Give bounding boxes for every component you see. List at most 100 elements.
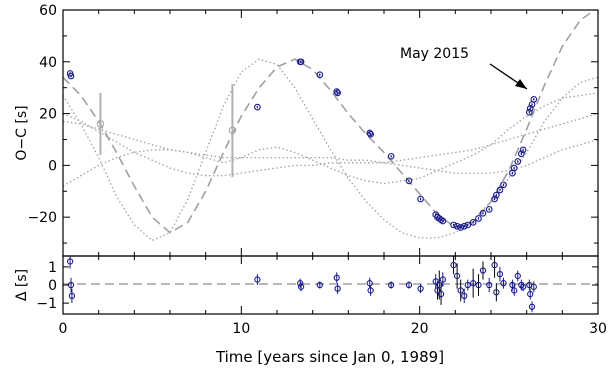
bottom-panel-frame <box>62 255 599 315</box>
residual-point <box>475 281 482 289</box>
timing-point-center <box>463 225 465 227</box>
bottom-y-axis-label: Δ [s] <box>14 269 30 301</box>
timing-point-center <box>408 180 410 182</box>
y-tick-label: −1 <box>36 296 57 312</box>
timing-point-center <box>533 98 535 101</box>
timing-point-center <box>520 153 523 155</box>
residual-point <box>366 280 373 287</box>
timing-point <box>491 195 498 203</box>
residual-point <box>464 281 471 289</box>
timing-point-center <box>369 133 372 135</box>
residual-point <box>66 258 74 265</box>
y-tick-label: −20 <box>27 210 57 226</box>
model-curve-5 <box>63 120 598 174</box>
residual-point <box>316 281 323 289</box>
timing-point <box>496 186 504 194</box>
residual-point <box>528 303 536 310</box>
timing-point-center <box>442 220 444 222</box>
timing-point <box>450 221 457 229</box>
timing-point <box>254 103 261 111</box>
residual-point <box>479 267 487 274</box>
residual-error-bars <box>69 256 535 313</box>
x-tick-label: 10 <box>232 321 250 337</box>
residual-point <box>453 272 461 280</box>
residual-point <box>514 272 521 280</box>
timing-point <box>67 72 75 80</box>
timing-point-center <box>256 106 259 108</box>
annotation-arrowhead <box>515 79 527 89</box>
timing-point <box>457 224 465 231</box>
residual-point <box>509 281 516 289</box>
residual-point <box>496 270 504 278</box>
y-tick-label: 20 <box>39 107 57 123</box>
top-x-ticks <box>62 10 599 256</box>
timing-point-center <box>482 212 484 214</box>
timing-point <box>514 158 522 165</box>
residual-point <box>334 285 341 292</box>
timing-point <box>469 218 477 226</box>
y-tick-label: 0 <box>48 158 57 174</box>
timing-point <box>387 152 395 160</box>
residual-point <box>387 281 395 289</box>
timing-point-center <box>528 111 531 113</box>
timing-point-center <box>529 107 531 110</box>
timing-point <box>334 89 341 97</box>
timing-point <box>417 195 424 203</box>
model-curve-3 <box>63 112 598 177</box>
residual-point <box>457 287 464 294</box>
timing-point <box>460 222 468 230</box>
residual-point <box>511 287 518 294</box>
residual-point <box>518 281 525 289</box>
residual-point <box>519 283 527 290</box>
timing-point-center <box>517 160 519 163</box>
timing-point <box>485 206 493 213</box>
top-y-axis: −20 0 20 40 60 <box>27 3 598 244</box>
timing-point-center <box>459 226 462 229</box>
timing-point <box>439 217 447 225</box>
archival-point <box>228 126 237 135</box>
timing-point <box>525 108 533 116</box>
y-tick-label: 0 <box>48 278 57 294</box>
residual-point <box>297 280 304 287</box>
residual-point <box>450 261 457 269</box>
timing-point <box>517 150 525 158</box>
timing-point-center <box>456 225 458 227</box>
timing-point-center <box>70 75 72 77</box>
residual-point <box>530 283 537 290</box>
timing-point-center <box>452 224 455 226</box>
timing-point <box>519 146 527 154</box>
timing-point <box>510 164 518 172</box>
timing-point <box>366 129 374 137</box>
top-error-bars <box>69 60 535 229</box>
x-axis-label: Time [years since Jan 0, 1989] <box>215 348 444 366</box>
top-y-axis-label: O−C [s] <box>14 105 30 160</box>
timing-point-center <box>419 198 422 200</box>
residual-point <box>436 281 443 289</box>
timing-point-center <box>319 74 321 76</box>
residual-point <box>491 261 498 269</box>
residual-point <box>68 292 76 300</box>
residual-point <box>439 276 446 283</box>
timing-point-center <box>300 61 302 63</box>
timing-point <box>316 71 324 79</box>
timing-point <box>493 191 500 199</box>
timing-point-center <box>493 198 496 200</box>
timing-point-center <box>531 103 533 106</box>
timing-point <box>297 58 305 66</box>
top-panel-frame <box>62 9 599 257</box>
archival-point <box>96 120 105 128</box>
residual-point <box>493 289 500 296</box>
residual-point <box>470 280 477 287</box>
model-curve-4 <box>63 92 598 187</box>
timing-point <box>333 88 341 95</box>
timing-point <box>526 105 534 112</box>
residual-point <box>405 281 413 289</box>
timing-point <box>500 181 507 189</box>
residual-point <box>367 287 374 294</box>
residual-point <box>333 274 340 281</box>
timing-point <box>530 95 538 103</box>
timing-point-center <box>488 208 490 211</box>
timing-point-center <box>336 92 339 94</box>
timing-point-center <box>369 132 371 134</box>
